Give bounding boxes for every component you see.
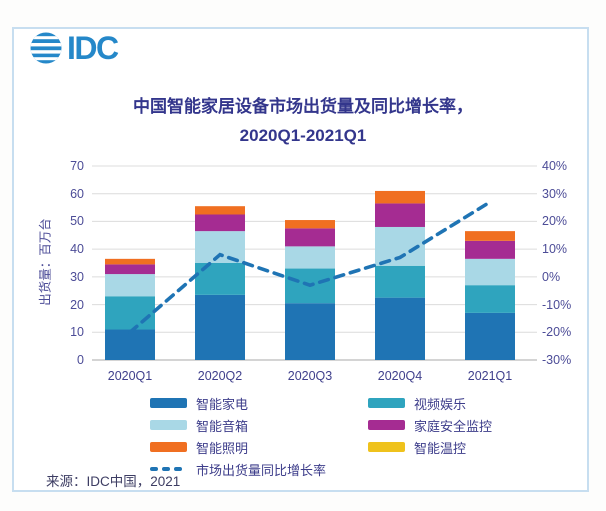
legend-item: 市场出货量同比增长率 <box>150 462 327 478</box>
right-axis-tick: 0% <box>542 269 561 284</box>
legend-item: 家庭安全监控 <box>368 418 493 434</box>
source-text: 来源：IDC中国，2021 <box>46 474 181 489</box>
idc-logo: IDC <box>28 30 119 66</box>
bar-segment <box>375 265 425 298</box>
bar-segment <box>285 303 335 360</box>
plot-area <box>92 165 537 361</box>
left-axis-tick: 50 <box>70 214 84 229</box>
legend-swatch <box>368 420 405 430</box>
bar-segment <box>375 190 425 204</box>
bar-segment <box>375 203 425 227</box>
bar-segment <box>195 214 245 232</box>
legend-label: 智能温控 <box>414 440 467 456</box>
legend-item: 智能照明 <box>150 440 249 456</box>
legend-swatch <box>150 398 187 408</box>
bar-segment <box>105 296 155 330</box>
legend-label: 家庭安全监控 <box>414 418 493 434</box>
x-axis-label: 2020Q1 <box>107 369 153 383</box>
legend-label: 智能照明 <box>196 440 249 456</box>
bar-segment <box>465 312 515 360</box>
bar-segment <box>105 329 155 360</box>
chart-title-line1: 中国智能家居设备市场出货量及同比增长率， <box>133 97 473 116</box>
legend-label: 视频娱乐 <box>414 396 467 412</box>
bar-segment <box>105 264 155 275</box>
bar-segment <box>195 206 245 215</box>
left-axis-tick: 20 <box>70 297 84 312</box>
right-axis-tick: 20% <box>542 214 568 229</box>
legend-item: 智能温控 <box>368 440 467 456</box>
x-axis-label: 2021Q1 <box>467 369 513 383</box>
bar-segment <box>105 274 155 297</box>
right-axis-tick: -10% <box>542 297 572 312</box>
legend-label: 市场出货量同比增长率 <box>196 462 327 478</box>
legend-swatch <box>150 420 187 430</box>
left-axis-tick: 0 <box>77 353 84 367</box>
bar-segment <box>195 294 245 360</box>
right-axis-tick: 10% <box>542 242 568 257</box>
legend-item: 智能家电 <box>150 396 249 412</box>
bar-segment <box>465 285 515 313</box>
growth-line <box>128 200 492 335</box>
x-axis-label: 2020Q2 <box>197 369 243 383</box>
left-axis-tick: 40 <box>70 242 84 257</box>
bar-segment <box>465 231 515 241</box>
x-axis-label: 2020Q4 <box>377 369 423 383</box>
right-axis-tick: 30% <box>542 186 568 201</box>
right-axis-tick: -30% <box>542 353 572 367</box>
chart-title-line2: 2020Q1-2021Q1 <box>239 126 367 145</box>
bar-segment <box>195 231 245 263</box>
x-axis-label: 2020Q3 <box>287 369 333 383</box>
right-axis-tick: -20% <box>542 325 572 340</box>
bar-segment <box>285 220 335 229</box>
bar-segment <box>465 258 515 286</box>
bar-segment <box>285 228 335 247</box>
idc-logo-text: IDC <box>67 30 119 66</box>
bar-segment <box>285 246 335 269</box>
legend-swatch <box>150 442 187 452</box>
legend-swatch <box>368 398 405 408</box>
left-axis-tick: 10 <box>70 325 84 340</box>
idc-globe-icon <box>30 32 62 64</box>
legend-swatch <box>368 442 405 452</box>
bar-segment <box>375 297 425 360</box>
left-axis-tick: 60 <box>70 186 84 201</box>
chart-title: 中国智能家居设备市场出货量及同比增长率， 2020Q1-2021Q1 <box>0 92 606 150</box>
right-axis-tick: 40% <box>542 159 568 173</box>
legend-item: 视频娱乐 <box>368 396 467 412</box>
legend-label: 智能音箱 <box>196 418 249 434</box>
y-axis-title: 出货量：百万台 <box>38 218 53 306</box>
left-axis-tick: 70 <box>70 159 84 173</box>
bar-segment <box>465 240 515 259</box>
legend-label: 智能家电 <box>196 396 249 412</box>
left-axis-tick: 30 <box>70 269 84 284</box>
legend-item: 智能音箱 <box>150 418 249 434</box>
legend-dashed-line-swatch <box>150 467 187 471</box>
bar-segment <box>105 258 155 265</box>
